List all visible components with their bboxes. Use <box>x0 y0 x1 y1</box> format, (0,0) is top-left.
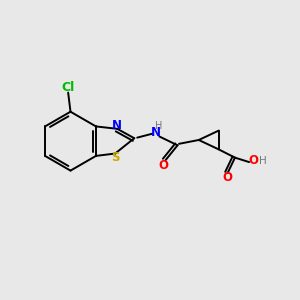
Text: H: H <box>155 122 162 131</box>
Text: N: N <box>112 119 122 132</box>
Text: H: H <box>259 156 266 166</box>
Text: O: O <box>159 159 169 172</box>
Text: Cl: Cl <box>61 81 75 94</box>
Text: N: N <box>152 126 161 140</box>
Text: O: O <box>222 172 232 184</box>
Text: S: S <box>112 151 120 164</box>
Text: O: O <box>248 154 259 167</box>
